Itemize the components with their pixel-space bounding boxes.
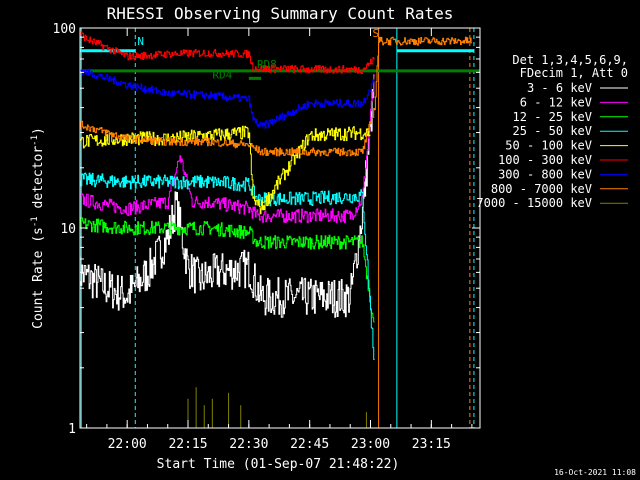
annotations: N RD8 RD4 S (137, 27, 379, 81)
footer-timestamp: 16-Oct-2021 11:08 (554, 468, 636, 477)
series-100-300-kev (80, 31, 375, 74)
legend-label: 12 - 25 keV (513, 110, 592, 124)
annotation-label: N (137, 35, 144, 48)
legend-label: 50 - 100 keV (505, 139, 592, 153)
y-tick-label: 100 (53, 22, 76, 37)
annotation-label: RD4 (212, 68, 232, 81)
legend-label: 7000 - 15000 keV (476, 196, 592, 210)
series-25-50-kev (80, 172, 375, 360)
y-tick-label: 1 (68, 422, 76, 437)
axes: 22:00 22:15 22:30 22:45 23:00 23:15 1 10 100 (53, 22, 481, 452)
legend-header-line-1: Det 1,3,4,5,6,9, (512, 53, 628, 67)
series-layer (80, 31, 472, 428)
series-6-12-kev (80, 73, 375, 224)
band-markers (80, 28, 480, 428)
legend-label: 6 - 12 keV (520, 95, 592, 109)
legend-label: 100 - 300 keV (498, 153, 592, 167)
x-tick-label: 23:15 (412, 437, 451, 452)
y-axis-label: Count Rate (s-1 detector-1) (30, 127, 46, 329)
legend-label: 800 - 7000 keV (491, 182, 592, 196)
annotation-label: RD8 (257, 58, 277, 71)
x-axis-label: Start Time (01-Sep-07 21:48:22) (157, 457, 400, 472)
x-tick-label: 22:00 (108, 437, 147, 452)
series-800-7000-kev (80, 36, 472, 157)
x-tick-label: 22:45 (290, 437, 329, 452)
chart-title: RHESSI Observing Summary Count Rates (107, 4, 454, 23)
series-50-100-kev (80, 125, 371, 215)
series-300-800-kev (80, 68, 375, 129)
legend-label: 3 - 6 keV (527, 81, 592, 95)
series-12-25-kev (80, 217, 375, 323)
legend-label: 300 - 800 keV (498, 167, 592, 181)
legend-header-line-2: FDecim 1, Att 0 (520, 66, 628, 80)
x-tick-label: 22:15 (168, 437, 207, 452)
x-tick-label: 23:00 (351, 437, 390, 452)
annotation-label: S (373, 27, 380, 40)
y-tick-label: 10 (60, 222, 76, 237)
series-3-6-kev (80, 75, 375, 318)
x-tick-label: 22:30 (229, 437, 268, 452)
legend-label: 25 - 50 keV (513, 124, 592, 138)
legend: Det 1,3,4,5,6,9, FDecim 1, Att 0 3 - 6 k… (476, 53, 628, 210)
